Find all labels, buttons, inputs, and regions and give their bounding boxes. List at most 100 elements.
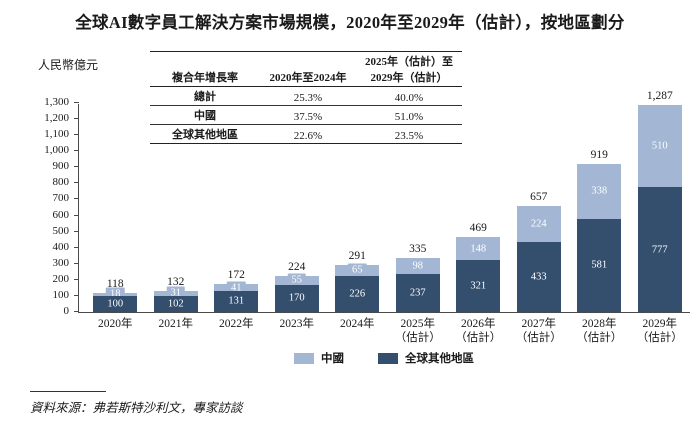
y-axis-tick-mark [74,294,79,296]
bar-column-2027: 657 224 433 2027年 （估計） [509,104,570,344]
bar-column-2025: 335 98 237 2025年 （估計） [388,104,449,344]
segment-rest-of-world: 131 [214,290,259,312]
legend-label: 中國 [321,353,344,365]
bar-column-2022: 172 41 131 2022年 [206,104,267,330]
y-axis-tick-label: 1,100 [44,128,69,141]
segment-rest-value: 777 [651,244,668,256]
segment-rest-of-world: 581 [577,218,622,312]
segment-rest-of-world: 433 [516,242,561,312]
segment-rest-of-world: 100 [93,295,138,312]
x-axis-category-label: 2028年 （估計） [576,318,623,344]
segment-china-value: 65 [348,263,367,277]
bar-column-2026: 469 148 321 2026年 （估計） [448,104,509,344]
x-axis-category-label: 2027年 （估計） [515,318,562,344]
y-axis-tick-mark [74,214,79,216]
segment-china: 65 [335,263,380,277]
segment-rest-of-world: 321 [456,260,501,312]
legend-swatch [294,352,314,364]
legend-item-rest-of-world: 全球其他地區 [378,350,474,366]
stacked-bar-plot-area: 118 18 100 2020年 132 31 102 2021年 172 41 131 2022年 2… [44,90,691,344]
y-axis-tick-label: 300 [52,256,70,269]
x-axis-category-label: 2024年 [340,318,375,330]
bar-total-label: 919 [590,149,608,162]
y-axis-tick-label: 400 [52,240,70,253]
segment-china-value: 55 [287,273,306,287]
y-axis-tick-mark [74,246,79,248]
bar-total-label: 657 [530,191,548,204]
stacked-bar: 18 100 [93,287,138,312]
y-axis-tick-mark [74,150,79,152]
cagr-header-metric: 複合年增長率 [150,51,260,87]
y-axis-unit-label: 人民幣億元 [38,58,99,72]
x-axis-category-label: 2025年 （估計） [394,318,441,344]
cagr-row-rest-label: 全球其他地區 [150,124,260,144]
segment-china: 510 [637,105,682,188]
y-axis-tick-label: 0 [63,305,70,317]
y-axis-tick-mark [74,311,79,312]
segment-china-value: 224 [526,217,551,231]
cagr-row-china-label: 中國 [150,105,260,125]
stacked-bar: 510 777 [637,105,682,312]
x-axis-category-label: 2020年 [98,318,133,330]
cagr-row-china-v1: 37.5% [260,105,356,125]
segment-rest-of-world: 226 [335,275,380,312]
bar-total-label: 1,287 [646,90,673,103]
cagr-row-total: 總計 25.3% 40.0% [150,86,462,106]
cagr-row-rest-of-world: 全球其他地區 22.6% 23.5% [150,124,462,144]
y-axis-tick-label: 1,300 [44,96,69,108]
segment-china: 55 [274,273,319,287]
x-axis-category-label: 2022年 [219,318,254,330]
segment-rest-value: 581 [591,259,608,271]
segment-rest-value: 131 [228,295,245,307]
legend-item-china: 中國 [294,350,344,366]
segment-rest-of-world: 777 [637,187,682,312]
bar-column-2023: 224 55 170 2023年 [267,104,328,330]
segment-china: 338 [577,164,622,219]
segment-rest-value: 237 [409,287,426,299]
segment-china: 41 [214,281,259,295]
bar-column-2029: 1,287 510 777 2029年 （估計） [630,90,691,344]
y-axis-tick-label: 1,200 [44,112,69,125]
y-axis-tick-mark [74,230,79,232]
bar-columns: 118 18 100 2020年 132 31 102 2021年 172 41 131 2022年 2… [85,90,691,344]
segment-china: 224 [516,206,561,243]
y-axis-tick-label: 500 [52,224,70,237]
legend-label: 全球其他地區 [405,353,474,365]
segment-rest-value: 226 [349,288,366,300]
stacked-bar: 41 131 [214,281,259,312]
cagr-row-total-v2: 40.0% [356,86,462,106]
segment-rest-of-world: 102 [153,295,198,312]
stacked-bar: 55 170 [274,273,319,312]
y-axis-tick-mark [74,166,79,168]
y-axis-tick-label: 1,000 [44,144,69,157]
cagr-row-china-v2: 51.0% [356,105,462,125]
segment-china-value: 98 [408,259,427,273]
y-axis-tick-mark [74,278,79,280]
segment-rest-of-world: 170 [274,284,319,312]
source-note: 資料來源：弗若斯特沙利文，專家訪談 [30,401,243,415]
segment-rest-of-world: 237 [395,273,440,312]
stacked-bar: 338 581 [577,164,622,312]
segment-rest-value: 100 [107,298,124,310]
y-axis-tick-label: 800 [52,176,70,189]
y-axis-tick-mark [74,102,79,103]
segment-china-value: 510 [647,139,672,153]
cagr-header-row: 複合年增長率 2020年至2024年 2025年（估計）至 2029年（估計） [150,51,462,87]
bar-total-label: 172 [227,269,245,282]
chart-title: 全球AI數字員工解決方案市場規模，2020年至2029年（估計），按地區劃分 [75,13,625,32]
cagr-row-total-label: 總計 [150,86,260,106]
bar-column-2024: 291 65 226 2024年 [327,104,388,330]
x-axis-category-label: 2026年 （估計） [455,318,502,344]
segment-rest-value: 102 [167,298,184,310]
segment-rest-value: 321 [470,280,487,292]
stacked-bar: 65 226 [335,263,380,312]
y-axis-tick-label: 200 [52,272,70,285]
segment-china: 98 [395,258,440,274]
cagr-table: 複合年增長率 2020年至2024年 2025年（估計）至 2029年（估計） 總… [150,51,462,144]
bar-total-label: 132 [167,275,185,288]
bar-total-label: 291 [348,250,366,263]
y-axis-tick-label: 900 [52,160,70,173]
y-axis-tick-mark [74,118,79,120]
cagr-row-rest-v1: 22.6% [260,124,356,144]
